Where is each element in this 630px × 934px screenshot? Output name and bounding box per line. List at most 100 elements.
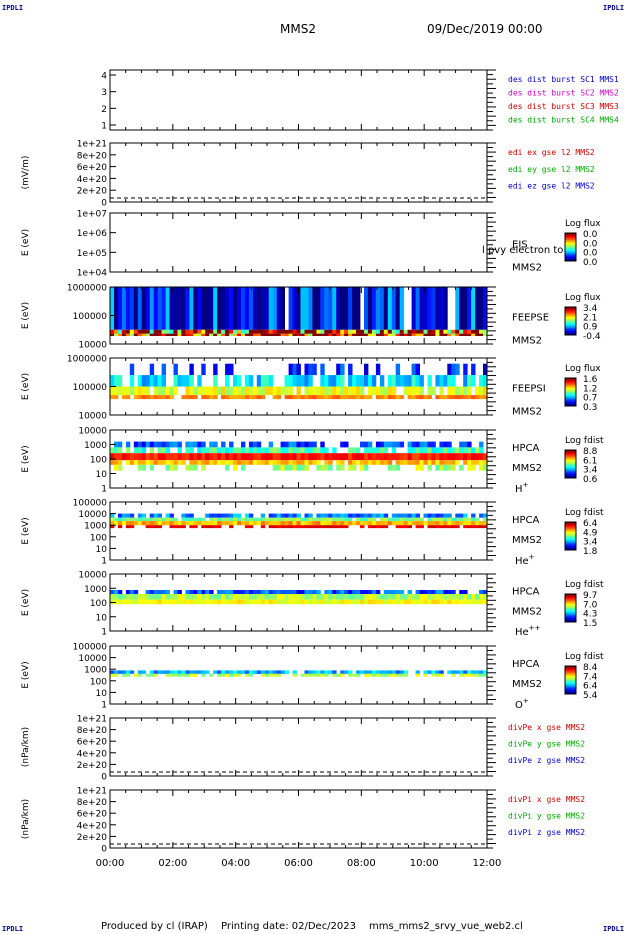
colorbar-cell xyxy=(565,234,576,237)
colorbar-cell xyxy=(565,681,576,684)
spectrogram-cell xyxy=(153,670,159,674)
y-tick-label: 10000 xyxy=(78,571,107,581)
spectrogram-cell xyxy=(272,464,278,471)
spectrogram-cell xyxy=(181,460,186,465)
y-tick-label: 1000 xyxy=(84,441,107,451)
spectrogram-cell xyxy=(165,513,170,518)
charge-label: + xyxy=(529,553,535,561)
x-tick-label: 10:00 xyxy=(410,858,439,869)
spectrogram-cell xyxy=(391,590,397,594)
spectrogram-cell xyxy=(292,453,297,461)
spectrogram-cell xyxy=(165,333,170,336)
spectrogram-cell xyxy=(256,599,262,605)
spectrogram-cell xyxy=(435,329,440,334)
spectrogram-cell xyxy=(352,594,357,600)
spectrogram-cell xyxy=(284,517,289,522)
y-tick-label: 4 xyxy=(101,72,107,82)
spectrogram-cell xyxy=(241,329,246,334)
spectrogram-cell xyxy=(185,447,190,454)
spectrogram-cell xyxy=(356,460,361,465)
spectrogram-cell xyxy=(379,594,385,600)
spectrogram-cell xyxy=(391,599,397,605)
spectrogram-cell xyxy=(443,329,448,334)
spectrogram-cell xyxy=(161,521,166,526)
spectrogram-cell xyxy=(165,453,170,461)
spectrogram-cell xyxy=(387,287,393,330)
instrument-label: HPCA xyxy=(512,443,540,454)
colorbar-tick-label: 7.0 xyxy=(583,600,598,610)
spectrogram-cell xyxy=(371,460,377,465)
colorbar-cell xyxy=(565,455,576,458)
spectrogram-cell xyxy=(304,590,309,594)
spectrogram-cell xyxy=(356,521,361,526)
spectrogram-cell xyxy=(344,525,349,529)
spectrogram-cell xyxy=(268,375,274,387)
spectrogram-cell xyxy=(379,670,385,674)
spectrogram-cell xyxy=(340,363,345,376)
spectrogram-cell xyxy=(367,670,373,674)
spectrogram-cell xyxy=(225,517,230,522)
spectrogram-cell xyxy=(141,460,147,465)
spectrogram-cell xyxy=(165,386,170,396)
spectrogram-cell xyxy=(248,460,254,465)
spectrogram-cell xyxy=(332,517,337,522)
spectrogram-cell xyxy=(415,594,420,600)
spectrogram-cell xyxy=(324,447,329,454)
spectrogram-cell xyxy=(379,441,385,448)
colorbar-cell xyxy=(565,541,576,544)
spectrogram-cell xyxy=(137,599,143,605)
spectrogram-cell xyxy=(467,670,472,674)
spectrogram-cell xyxy=(423,329,428,334)
spectrogram-cell xyxy=(233,460,238,465)
spectrogram-cell xyxy=(110,453,115,461)
spectrogram-cell xyxy=(237,460,242,465)
spectrogram-cell xyxy=(121,599,127,605)
spectrogram-cell xyxy=(375,333,381,336)
spectrogram-cell xyxy=(125,460,131,465)
spectrogram-cell xyxy=(451,447,456,454)
spectrogram-cell xyxy=(292,513,297,518)
colorbar-cell xyxy=(565,333,576,336)
spectrogram-cell xyxy=(217,673,222,677)
spectrogram-cell xyxy=(312,395,317,400)
spectrogram-cell xyxy=(117,599,123,605)
spectrogram-cell xyxy=(471,329,476,334)
spectrogram-cell xyxy=(141,375,147,387)
spectrogram-cell xyxy=(304,525,309,529)
spectrogram-cell xyxy=(483,521,488,526)
corner-mark-bottom-right: IPDLI xyxy=(603,925,625,933)
spectrogram-cell xyxy=(209,517,214,522)
spectrogram-cell xyxy=(340,464,345,471)
spectrogram-cell xyxy=(121,521,127,526)
spectrogram-cell xyxy=(177,441,182,448)
spectrogram-cell xyxy=(471,333,476,336)
spectrogram-cell xyxy=(292,590,297,594)
spectrogram-cell xyxy=(435,395,440,400)
spectrogram-cell xyxy=(288,525,293,529)
spectrogram-cell xyxy=(221,460,226,465)
spectrogram-cell xyxy=(229,525,234,529)
spectrogram-cell xyxy=(383,673,389,677)
spectrogram-cell xyxy=(237,447,242,454)
spectrogram-cell xyxy=(165,673,170,677)
spectrogram-cell xyxy=(272,599,278,605)
spectrogram-cell xyxy=(332,525,337,529)
spectrogram-cell xyxy=(328,517,333,522)
spectrogram-cell xyxy=(237,395,242,400)
spectrogram-cell xyxy=(471,673,476,677)
colorbar-cell xyxy=(565,692,576,695)
spectrogram-cell xyxy=(201,525,206,529)
spectrogram-cell xyxy=(189,599,194,605)
spectrogram-cell xyxy=(244,521,250,526)
spectrogram-cell xyxy=(141,521,147,526)
spectrogram-cell xyxy=(371,594,377,600)
spectrogram-cell xyxy=(217,517,222,522)
spectrogram-cell xyxy=(435,460,440,465)
spectrogram-cell xyxy=(399,590,405,594)
instrument-label: HPCA xyxy=(512,515,540,526)
spectrogram-cell xyxy=(280,599,285,605)
spectrogram-cell xyxy=(463,363,468,376)
spectrogram-cell xyxy=(110,521,115,526)
spectrogram-cell xyxy=(129,375,135,387)
spectrogram-cell xyxy=(233,375,238,387)
